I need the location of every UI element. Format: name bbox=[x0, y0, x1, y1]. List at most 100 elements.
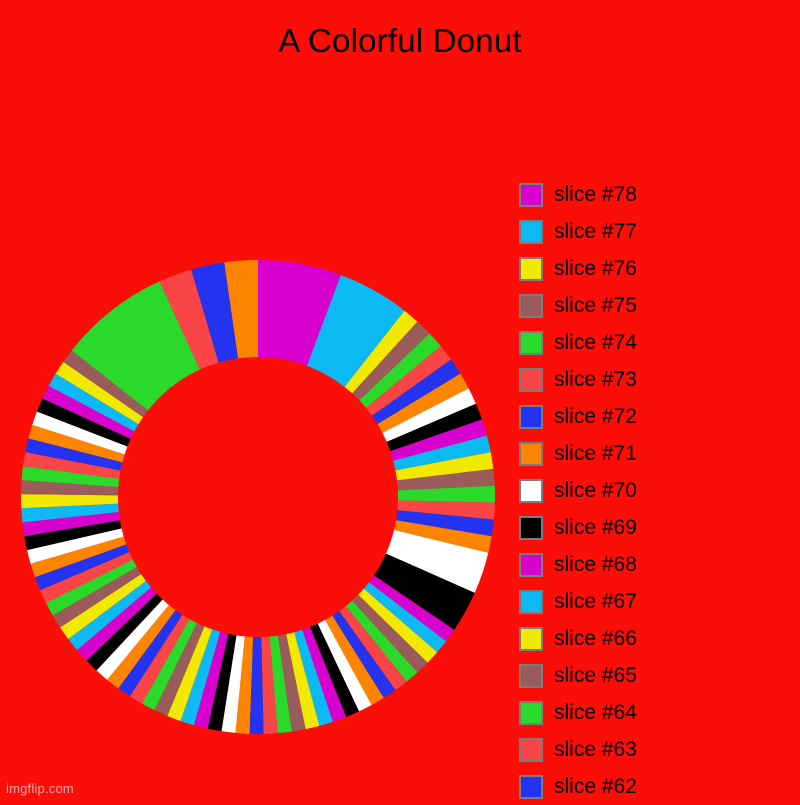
donut-slice[interactable] bbox=[180, 629, 221, 726]
donut-slice[interactable] bbox=[77, 587, 157, 661]
donut-slice[interactable] bbox=[63, 350, 148, 418]
donut-slice[interactable] bbox=[339, 606, 407, 691]
donut-slice[interactable] bbox=[28, 424, 125, 463]
legend-item-label: slice #66 bbox=[554, 627, 637, 650]
donut-slice[interactable] bbox=[46, 559, 137, 616]
donut-slice[interactable] bbox=[393, 435, 491, 471]
donut-slice[interactable] bbox=[30, 536, 127, 578]
donut-slice[interactable] bbox=[302, 626, 347, 722]
donut-slice[interactable] bbox=[396, 510, 494, 537]
donut-slice[interactable] bbox=[141, 619, 197, 711]
donut-slice[interactable] bbox=[42, 385, 135, 439]
donut-slice[interactable] bbox=[369, 575, 455, 642]
legend-item[interactable]: slice #73 bbox=[519, 361, 789, 398]
donut-slice[interactable] bbox=[21, 480, 119, 496]
legend-item[interactable]: slice #67 bbox=[519, 583, 789, 620]
donut-slice[interactable] bbox=[25, 438, 123, 471]
donut-slice[interactable] bbox=[24, 520, 122, 551]
donut-slice[interactable] bbox=[71, 281, 200, 411]
donut-slice[interactable] bbox=[48, 373, 139, 432]
donut-slice[interactable] bbox=[382, 388, 476, 442]
donut-slice[interactable] bbox=[394, 520, 492, 553]
donut-slice[interactable] bbox=[32, 411, 128, 455]
donut-slice[interactable] bbox=[36, 398, 131, 447]
donut-slice[interactable] bbox=[249, 636, 264, 735]
donut-slice[interactable] bbox=[86, 593, 163, 671]
page-title: A Colorful Donut bbox=[278, 22, 522, 59]
donut-slice[interactable] bbox=[269, 635, 292, 734]
donut-slice[interactable] bbox=[277, 634, 306, 732]
donut-slice[interactable] bbox=[154, 622, 205, 716]
legend-item-label: slice #70 bbox=[554, 479, 637, 502]
legend-item[interactable]: slice #74 bbox=[519, 324, 789, 361]
donut-slice[interactable] bbox=[365, 346, 452, 416]
donut-slice[interactable] bbox=[27, 528, 124, 564]
donut-slice[interactable] bbox=[191, 262, 239, 363]
donut-slice[interactable] bbox=[96, 599, 169, 680]
donut-slice[interactable] bbox=[20, 494, 119, 509]
donut-slice[interactable] bbox=[55, 361, 144, 425]
donut-slice[interactable] bbox=[386, 530, 489, 593]
donut-slice[interactable] bbox=[34, 544, 130, 591]
legend-item[interactable]: slice #78 bbox=[519, 176, 789, 213]
donut-slice[interactable] bbox=[352, 321, 430, 401]
donut-slice[interactable] bbox=[40, 552, 133, 604]
donut-slice[interactable] bbox=[221, 635, 245, 733]
donut-slice[interactable] bbox=[372, 359, 461, 425]
donut-slice[interactable] bbox=[23, 452, 121, 479]
donut-slice[interactable] bbox=[107, 604, 176, 689]
donut-slice[interactable] bbox=[386, 403, 482, 452]
donut-slice[interactable] bbox=[21, 503, 119, 523]
donut-slice[interactable] bbox=[21, 466, 120, 488]
legend-item[interactable]: slice #76 bbox=[519, 250, 789, 287]
donut-slice[interactable] bbox=[373, 553, 475, 630]
donut-slice[interactable] bbox=[325, 615, 384, 706]
legend-item[interactable]: slice #75 bbox=[519, 287, 789, 324]
legend-item-label: slice #64 bbox=[554, 701, 637, 724]
donut-slice[interactable] bbox=[344, 310, 418, 394]
donut-slice[interactable] bbox=[60, 574, 146, 640]
legend-item[interactable]: slice #64 bbox=[519, 694, 789, 731]
donut-slice[interactable] bbox=[345, 600, 418, 682]
donut-slice[interactable] bbox=[377, 373, 469, 433]
donut-slice[interactable] bbox=[258, 260, 341, 366]
donut-slice[interactable] bbox=[129, 614, 190, 704]
legend-swatch bbox=[519, 737, 543, 762]
legend-item[interactable]: slice #69 bbox=[519, 509, 789, 546]
legend-item[interactable]: slice #72 bbox=[519, 398, 789, 435]
legend-item[interactable]: slice #66 bbox=[519, 620, 789, 657]
donut-slice[interactable] bbox=[159, 269, 219, 370]
donut-slice[interactable] bbox=[193, 631, 229, 729]
donut-slice[interactable] bbox=[224, 260, 258, 359]
donut-slice[interactable] bbox=[317, 619, 372, 712]
donut-slice[interactable] bbox=[235, 636, 254, 734]
donut-slice[interactable] bbox=[118, 610, 183, 697]
donut-slice[interactable] bbox=[397, 485, 495, 503]
donut-slice[interactable] bbox=[359, 333, 441, 408]
donut-slice[interactable] bbox=[395, 452, 494, 481]
donut-slice[interactable] bbox=[332, 611, 396, 698]
donut-slice[interactable] bbox=[68, 580, 152, 651]
legend-item[interactable]: slice #65 bbox=[519, 657, 789, 694]
donut-slice[interactable] bbox=[390, 419, 487, 461]
donut-slice[interactable] bbox=[363, 582, 447, 653]
donut-slice[interactable] bbox=[358, 588, 438, 663]
donut-slice[interactable] bbox=[397, 468, 495, 491]
legend-item[interactable]: slice #62 bbox=[519, 768, 789, 805]
legend-item[interactable]: slice #63 bbox=[519, 731, 789, 768]
donut-slice[interactable] bbox=[167, 626, 213, 721]
legend-item[interactable]: slice #71 bbox=[519, 435, 789, 472]
donut-slice[interactable] bbox=[306, 274, 405, 387]
donut-slice[interactable] bbox=[261, 636, 278, 734]
legend-item[interactable]: slice #77 bbox=[519, 213, 789, 250]
donut-slice[interactable] bbox=[52, 567, 142, 628]
donut-slice[interactable] bbox=[22, 511, 120, 537]
legend-item[interactable]: slice #68 bbox=[519, 546, 789, 583]
legend-item[interactable]: slice #70 bbox=[519, 472, 789, 509]
donut-slice[interactable] bbox=[397, 500, 495, 520]
donut-slice[interactable] bbox=[310, 623, 360, 718]
donut-slice[interactable] bbox=[352, 594, 428, 673]
donut-slice[interactable] bbox=[294, 629, 333, 726]
donut-slice[interactable] bbox=[207, 633, 237, 732]
donut-slice[interactable] bbox=[286, 632, 320, 730]
